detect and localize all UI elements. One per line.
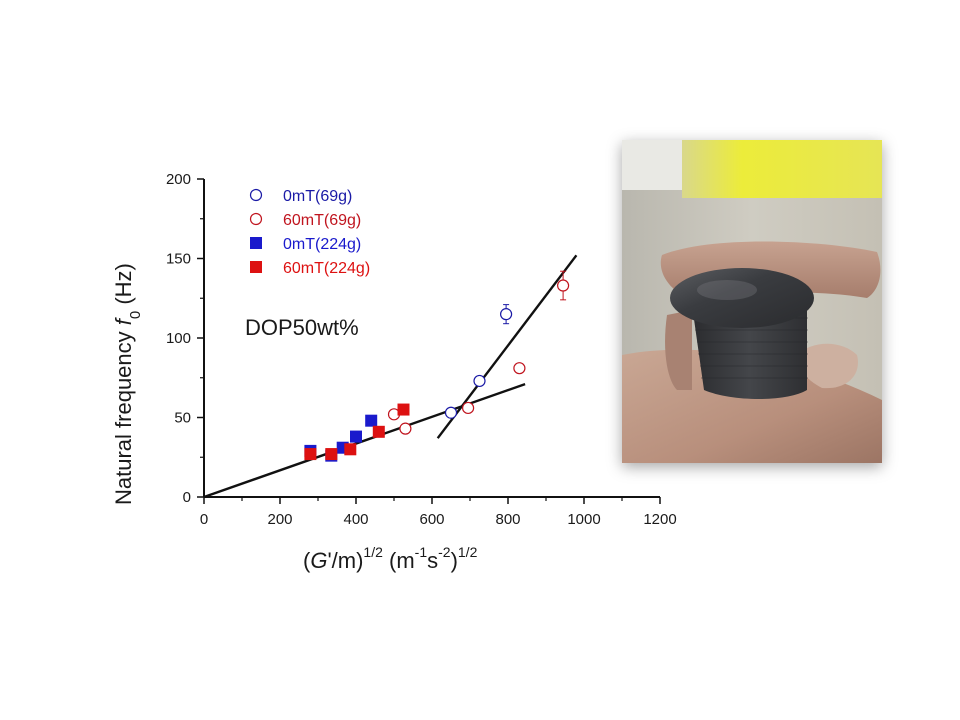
x-tick-label: 0 [200, 511, 208, 528]
y-axis-title: Natural frequency f0 (Hz) [111, 263, 144, 505]
legend-label: 0mT(224g) [283, 236, 361, 253]
y-tick-label: 100 [166, 330, 191, 347]
x-axis-title-sup1: 1/2 [363, 544, 383, 560]
y-tick-label: 0 [183, 489, 191, 506]
x-axis-title-g: G [310, 548, 327, 573]
legend-label: 60mT(69g) [283, 212, 361, 229]
legend: 0mT(69g) 60mT(69g) 0mT(224g) 60mT(224g) [249, 188, 370, 277]
data-point [350, 430, 362, 443]
data-point [513, 362, 526, 375]
data-point [500, 308, 513, 321]
data-point [372, 425, 385, 438]
magnetic-elastomer-disc-photo-icon [622, 140, 882, 463]
data-point [556, 279, 570, 292]
data-point [473, 374, 486, 388]
x-tick-label: 1000 [567, 511, 600, 528]
legend-marker [249, 212, 263, 226]
x-axis-title-pre: ( [303, 548, 311, 573]
x-axis-title-close: ) [451, 548, 458, 573]
data-point [399, 422, 412, 435]
data-point [304, 448, 317, 461]
x-tick-label: 1200 [643, 511, 676, 528]
data-point [365, 414, 378, 427]
y-tick-label: 150 [166, 251, 191, 268]
y-tick-label: 50 [174, 410, 191, 427]
fit-line [203, 382, 526, 499]
x-axis-title-unit: (m [383, 548, 415, 573]
data-point [462, 401, 475, 415]
data-points [304, 270, 570, 462]
legend-marker [250, 237, 262, 249]
annotation-label: DOP50wt% [245, 315, 359, 340]
fit-lines [203, 254, 578, 499]
chart-ticks: 0 200 400 600 800 1000 1200 0 50 100 150 200 [166, 171, 677, 528]
x-tick-label: 800 [495, 511, 520, 528]
x-axis-title-sup4: 1/2 [458, 544, 478, 560]
x-tick-label: 400 [343, 511, 368, 528]
x-axis-title: (G'/m)1/2 (m-1s-2)1/2 [303, 544, 478, 573]
fit-line [436, 254, 578, 439]
y-axis-title-text: Natural frequency [111, 325, 136, 505]
x-axis-title-mid: '/m) [327, 548, 363, 573]
data-point [325, 448, 338, 461]
sample-photo [622, 140, 882, 463]
y-axis-title-f: f [111, 316, 136, 325]
x-axis-title-sup2: -1 [415, 544, 428, 560]
x-tick-label: 200 [267, 511, 292, 528]
legend-marker [250, 261, 262, 273]
x-axis-title-s: s [427, 548, 438, 573]
x-tick-label: 600 [419, 511, 444, 528]
data-point [444, 406, 458, 419]
x-axis-title-sup3: -2 [438, 544, 451, 560]
y-tick-label: 200 [166, 171, 191, 188]
data-point [397, 403, 410, 416]
y-axis-title-unit: (Hz) [111, 263, 136, 311]
y-axis-title-sub: 0 [127, 311, 144, 319]
legend-marker [249, 188, 263, 202]
legend-label: 60mT(224g) [283, 260, 370, 277]
data-point [344, 443, 357, 456]
legend-label: 0mT(69g) [283, 188, 352, 205]
